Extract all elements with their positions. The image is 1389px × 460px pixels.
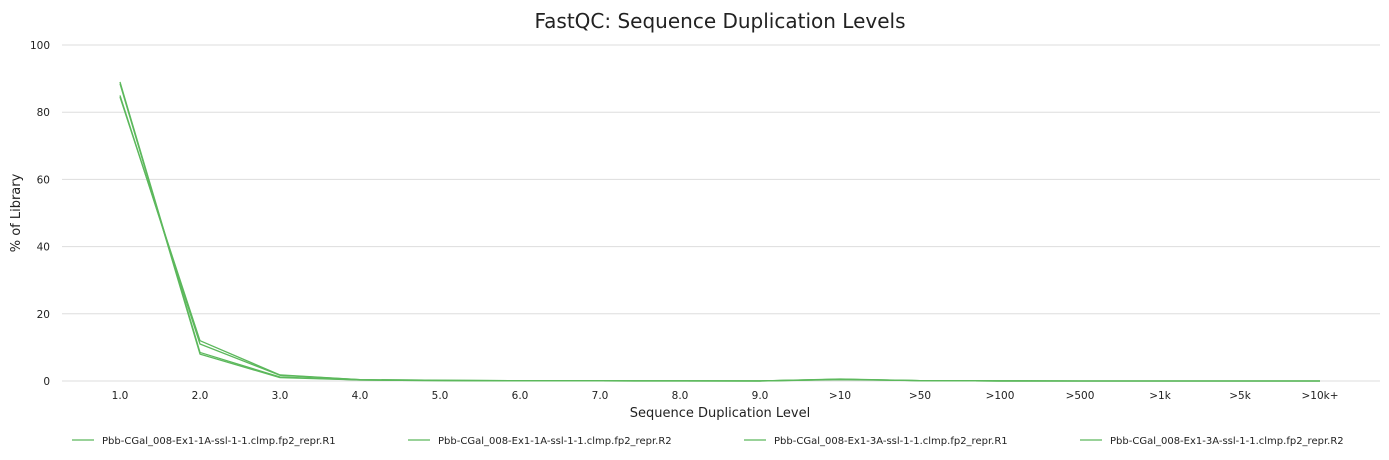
legend-label: Pbb-CGal_008-Ex1-3A-ssl-1-1.clmp.fp2_rep… bbox=[774, 436, 1008, 447]
y-tick-label: 20 bbox=[37, 309, 50, 321]
series-lines bbox=[119, 81, 1320, 382]
x-tick-label: 8.0 bbox=[672, 390, 689, 402]
x-tick-label: 5.0 bbox=[432, 390, 449, 402]
x-tick-label: 2.0 bbox=[192, 390, 209, 402]
legend-item[interactable]: Pbb-CGal_008-Ex1-1A-ssl-1-1.clmp.fp2_rep… bbox=[72, 436, 336, 447]
x-tick-label: 3.0 bbox=[272, 390, 289, 402]
legend-label: Pbb-CGal_008-Ex1-3A-ssl-1-1.clmp.fp2_rep… bbox=[1110, 436, 1344, 447]
series-line-2 bbox=[119, 81, 1320, 382]
legend-item[interactable]: Pbb-CGal_008-Ex1-3A-ssl-1-1.clmp.fp2_rep… bbox=[1080, 436, 1344, 447]
legend-label: Pbb-CGal_008-Ex1-1A-ssl-1-1.clmp.fp2_rep… bbox=[102, 436, 336, 447]
y-tick-label: 60 bbox=[37, 174, 50, 186]
x-tick-label: >10k+ bbox=[1301, 390, 1338, 402]
y-tick-label: 0 bbox=[43, 376, 50, 388]
x-tick-label: 1.0 bbox=[112, 390, 129, 402]
x-axis-ticks: 1.0 2.0 3.0 4.0 5.0 6.0 7.0 8.0 9.0 >10 >50 >100 >50… bbox=[112, 390, 1339, 402]
y-tick-label: 80 bbox=[37, 107, 50, 119]
legend-item[interactable]: Pbb-CGal_008-Ex1-1A-ssl-1-1.clmp.fp2_rep… bbox=[408, 436, 672, 447]
chart-title: FastQC: Sequence Duplication Levels bbox=[534, 9, 905, 33]
x-tick-label: 4.0 bbox=[352, 390, 369, 402]
x-tick-label: >50 bbox=[909, 390, 931, 402]
x-tick-label: >1k bbox=[1149, 390, 1171, 402]
y-axis-ticks: 0 20 40 60 80 100 bbox=[30, 40, 50, 388]
x-tick-label: >100 bbox=[986, 390, 1015, 402]
legend-label: Pbb-CGal_008-Ex1-1A-ssl-1-1.clmp.fp2_rep… bbox=[438, 436, 672, 447]
series-line-3 bbox=[119, 95, 1320, 382]
series-line-4 bbox=[119, 83, 1320, 382]
x-tick-label: >500 bbox=[1066, 390, 1095, 402]
legend-item[interactable]: Pbb-CGal_008-Ex1-3A-ssl-1-1.clmp.fp2_rep… bbox=[744, 436, 1008, 447]
legend: Pbb-CGal_008-Ex1-1A-ssl-1-1.clmp.fp2_rep… bbox=[72, 436, 1344, 447]
y-tick-label: 100 bbox=[30, 40, 50, 52]
x-tick-label: 9.0 bbox=[752, 390, 769, 402]
x-tick-label: 6.0 bbox=[512, 390, 529, 402]
x-axis-label: Sequence Duplication Level bbox=[630, 406, 810, 421]
y-axis-label: % of Library bbox=[9, 173, 24, 252]
x-tick-label: >5k bbox=[1229, 390, 1251, 402]
y-tick-label: 40 bbox=[37, 242, 50, 254]
x-tick-label: 7.0 bbox=[592, 390, 609, 402]
series-line-1 bbox=[119, 96, 1320, 382]
grid bbox=[62, 44, 1380, 382]
x-tick-label: >10 bbox=[829, 390, 851, 402]
